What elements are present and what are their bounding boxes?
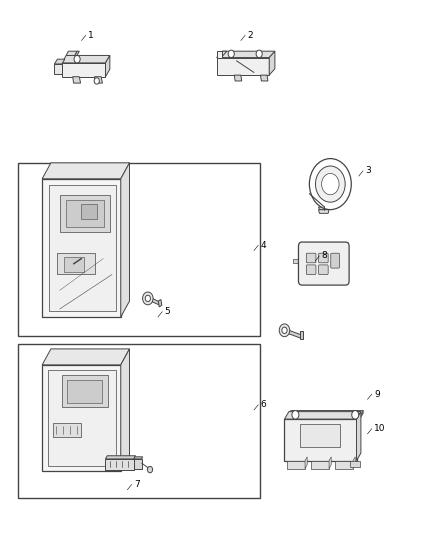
Polygon shape [54, 59, 65, 64]
Polygon shape [311, 461, 329, 469]
Polygon shape [300, 424, 340, 447]
Polygon shape [285, 411, 361, 419]
Text: 9: 9 [374, 390, 380, 399]
Polygon shape [64, 257, 84, 272]
Polygon shape [305, 457, 307, 469]
Polygon shape [121, 349, 130, 471]
Polygon shape [106, 55, 110, 77]
Polygon shape [287, 410, 297, 421]
Polygon shape [81, 204, 97, 219]
Circle shape [282, 327, 287, 334]
Polygon shape [42, 163, 130, 179]
Polygon shape [54, 64, 62, 74]
Polygon shape [66, 51, 77, 55]
Text: 7: 7 [134, 480, 140, 489]
Text: 1: 1 [88, 31, 94, 40]
Polygon shape [269, 51, 275, 75]
Circle shape [228, 50, 234, 58]
Polygon shape [73, 77, 81, 83]
Circle shape [74, 55, 80, 63]
Text: 2: 2 [247, 31, 253, 40]
Polygon shape [359, 410, 363, 421]
Polygon shape [60, 195, 110, 232]
Circle shape [352, 410, 359, 419]
Polygon shape [302, 243, 348, 246]
Polygon shape [234, 75, 242, 81]
Polygon shape [48, 370, 116, 466]
FancyBboxPatch shape [331, 253, 339, 268]
Polygon shape [134, 459, 142, 469]
Polygon shape [57, 253, 95, 274]
Polygon shape [62, 55, 110, 63]
Polygon shape [287, 418, 359, 421]
Polygon shape [42, 179, 121, 317]
Bar [18, 163, 261, 336]
Polygon shape [287, 461, 305, 469]
Polygon shape [53, 423, 81, 437]
Polygon shape [106, 456, 136, 459]
FancyBboxPatch shape [318, 253, 328, 263]
Polygon shape [318, 207, 329, 209]
Circle shape [145, 295, 150, 302]
Polygon shape [158, 300, 162, 307]
Polygon shape [106, 459, 134, 470]
Polygon shape [217, 51, 223, 58]
Polygon shape [288, 330, 302, 338]
Polygon shape [318, 209, 329, 213]
FancyBboxPatch shape [306, 253, 316, 263]
Polygon shape [335, 461, 353, 469]
Polygon shape [67, 379, 102, 403]
Circle shape [279, 324, 290, 337]
Polygon shape [121, 163, 130, 317]
Circle shape [143, 292, 153, 305]
Polygon shape [217, 51, 275, 58]
Polygon shape [353, 457, 355, 469]
Polygon shape [357, 411, 361, 461]
Polygon shape [95, 77, 102, 83]
FancyBboxPatch shape [298, 242, 349, 285]
Circle shape [148, 466, 152, 473]
Polygon shape [261, 75, 268, 81]
Polygon shape [285, 419, 357, 461]
Polygon shape [42, 365, 121, 471]
Circle shape [292, 410, 299, 419]
Text: 8: 8 [321, 252, 327, 260]
Polygon shape [62, 63, 106, 77]
Polygon shape [217, 58, 269, 75]
Bar [18, 344, 261, 498]
Polygon shape [66, 200, 104, 227]
FancyBboxPatch shape [306, 265, 316, 274]
Text: 3: 3 [365, 166, 371, 175]
Polygon shape [150, 298, 161, 305]
Circle shape [321, 173, 339, 195]
Polygon shape [134, 457, 143, 459]
Circle shape [315, 166, 345, 202]
FancyBboxPatch shape [318, 265, 328, 274]
Polygon shape [49, 185, 116, 311]
Polygon shape [354, 410, 363, 421]
Circle shape [309, 159, 351, 209]
Polygon shape [287, 410, 363, 418]
Text: 10: 10 [374, 424, 385, 433]
Polygon shape [62, 375, 108, 407]
Polygon shape [329, 457, 331, 469]
Polygon shape [75, 51, 79, 55]
Polygon shape [42, 349, 130, 365]
Text: 4: 4 [261, 241, 266, 250]
Polygon shape [300, 332, 303, 340]
Text: 5: 5 [164, 307, 170, 316]
Circle shape [256, 50, 262, 58]
Circle shape [94, 78, 99, 84]
Polygon shape [217, 51, 227, 58]
Text: 6: 6 [261, 400, 266, 409]
Polygon shape [293, 259, 301, 263]
Polygon shape [350, 461, 360, 467]
